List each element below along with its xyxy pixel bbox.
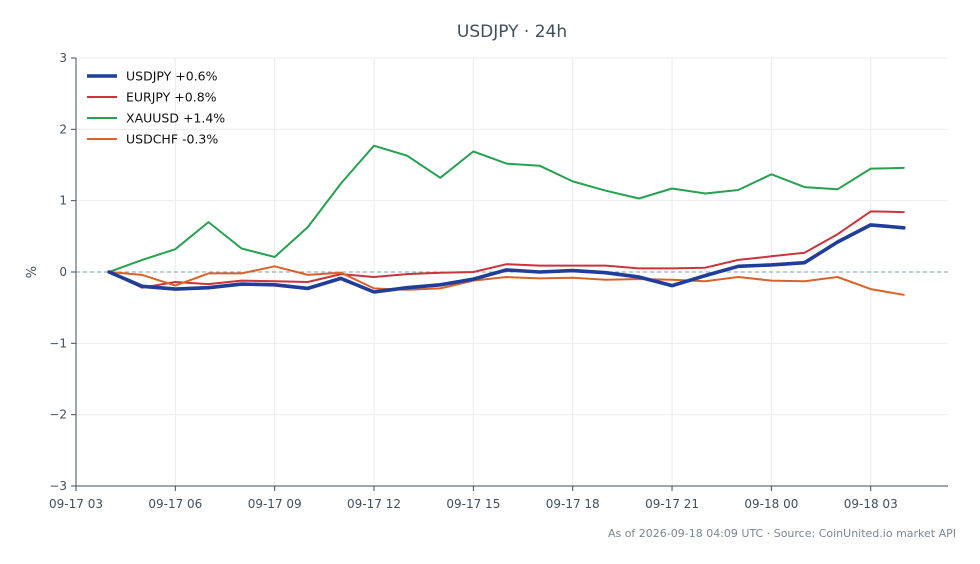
y-tick-label: 2	[59, 122, 67, 136]
y-tick-label: 1	[59, 194, 67, 208]
x-tick-label: 09-17 18	[546, 497, 600, 511]
y-tick-label: 3	[59, 51, 67, 65]
x-tick-label: 09-18 03	[844, 497, 898, 511]
x-tick-label: 09-17 09	[248, 497, 302, 511]
series-line-2	[108, 144, 905, 273]
legend-entry: EURJPY +0.8%	[126, 90, 217, 105]
y-tick-label: 0	[59, 265, 67, 279]
x-tick-label: 09-17 21	[645, 497, 699, 511]
chart-title: USDJPY · 24h	[457, 22, 567, 42]
series-line-3	[108, 265, 905, 296]
x-tick-label: 09-17 03	[49, 497, 103, 511]
series-lines	[107, 144, 906, 296]
series-line-1	[108, 210, 905, 289]
legend: USDJPY +0.6% EURJPY +0.8% XAUUSD +1.4% USDC…	[87, 69, 225, 147]
series-line-0	[107, 223, 906, 294]
legend-entry: XAUUSD +1.4%	[126, 111, 225, 126]
x-tick-label: 09-17 15	[446, 497, 500, 511]
y-tick-label: −1	[49, 336, 67, 350]
x-tick-label: 09-18 00	[744, 497, 798, 511]
x-tick-label: 09-17 12	[347, 497, 401, 511]
y-tick-label: −3	[49, 479, 67, 493]
y-tick-label: −2	[49, 408, 67, 422]
y-axis-label: %	[25, 266, 40, 278]
x-tick-label: 09-17 06	[148, 497, 202, 511]
axes: 3 2 1 0 −1 −2 −3 09-17 03 09-17 06 09-17 09 09-17 …	[49, 51, 948, 511]
source-footer: As of 2026-09-18 04:09 UTC · Source: Coi…	[608, 527, 956, 540]
legend-entry: USDJPY +0.6%	[126, 69, 218, 84]
legend-entry: USDCHF -0.3%	[126, 132, 218, 147]
